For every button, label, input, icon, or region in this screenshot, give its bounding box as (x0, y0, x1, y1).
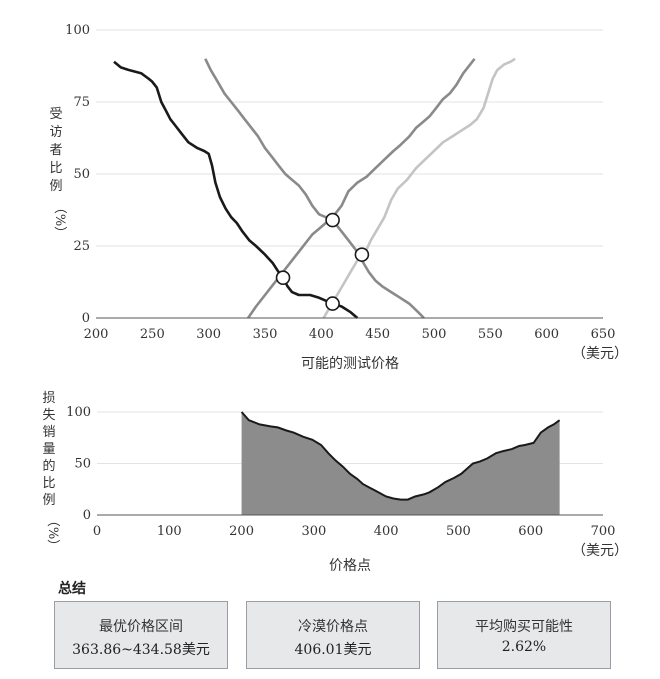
y-axis-label-unit: （%） (45, 514, 60, 552)
optimal-price-range-card: 最优价格区间 363.86~434.58美元 (54, 601, 228, 669)
x-tick-label: 500 (422, 327, 447, 342)
lost-sales-area (241, 412, 560, 515)
series-line-1 (113, 60, 359, 319)
purchase-probability-value: 2.62% (501, 639, 547, 655)
lost-sales-line (240, 411, 561, 501)
intersection-point (325, 296, 340, 311)
y-tick-label: 25 (73, 239, 90, 254)
x-tick-label: 300 (301, 524, 326, 539)
y-axis-label-char: 例 (49, 179, 62, 194)
y-axis-label-char: 比 (42, 476, 55, 491)
intersection-point (354, 247, 370, 262)
x-axis-label: 可能的测试价格 (301, 356, 399, 372)
y-axis-label-char: 访 (49, 125, 62, 140)
y-axis-label-char: 的 (42, 458, 55, 474)
x-tick-label: 550 (478, 327, 503, 342)
x-tick-label: 500 (446, 524, 471, 539)
y-axis-label-char: 量 (42, 442, 55, 457)
y-tick-label: 75 (73, 95, 90, 110)
y-tick-label: 100 (65, 23, 90, 38)
indifference-price-card: 冷漠价格点 406.01美元 (246, 601, 420, 669)
x-tick-label: 450 (365, 327, 390, 342)
indifference-price-value: 406.01美元 (294, 642, 372, 658)
x-tick-label: 0 (93, 524, 101, 539)
y-axis-label-char: 者 (49, 143, 62, 158)
y-tick-label: 50 (74, 457, 91, 472)
lost-sales-chart: 0 50 100 0 100 200 300 400 500 600 700 （美元） 价格点 损失销量的… (42, 391, 628, 574)
y-axis-label-char: 失 (42, 408, 55, 423)
x-tick-label: 250 (140, 327, 165, 342)
series-line-3 (247, 58, 476, 319)
x-axis-label: 价格点 (329, 558, 371, 574)
x-tick-label: 400 (374, 524, 399, 539)
y-axis-label-char: 比 (49, 161, 62, 176)
x-axis-unit: （美元） (572, 543, 628, 559)
purchase-probability-label: 平均购买可能性 (475, 619, 573, 635)
x-tick-label: 200 (84, 327, 109, 342)
x-tick-label: 300 (196, 327, 221, 342)
x-axis-unit: （美元） (572, 346, 628, 362)
y-axis-label-char: 例 (42, 493, 55, 508)
y-axis-label-char: 受 (49, 107, 62, 122)
series-line-4 (322, 57, 516, 319)
y-axis-label-char: 销 (42, 425, 55, 440)
y-tick-label: 0 (82, 311, 90, 326)
x-tick-label: 100 (157, 524, 182, 539)
x-tick-label: 350 (253, 327, 278, 342)
purchase-probability-card: 平均购买可能性 2.62% (437, 601, 611, 669)
summary-title: 总结 (58, 581, 86, 597)
y-tick-label: 0 (83, 508, 91, 523)
response-curves-chart: 0 25 50 75 100 200 250 300 350 400 450 500 550 600 650… (49, 23, 628, 372)
x-tick-label: 600 (534, 327, 559, 342)
optimal-price-range-label: 最优价格区间 (99, 619, 183, 635)
intersection-point (275, 270, 291, 285)
y-tick-label: 100 (66, 405, 91, 420)
y-tick-label: 50 (73, 167, 90, 182)
x-tick-label: 650 (591, 327, 616, 342)
intersection-point (325, 212, 340, 228)
x-tick-label: 200 (229, 524, 254, 539)
series-line-2 (204, 58, 425, 319)
x-tick-label: 600 (518, 524, 543, 539)
x-tick-label: 700 (591, 524, 616, 539)
optimal-price-range-value: 363.86~434.58美元 (72, 642, 210, 658)
x-tick-label: 400 (309, 327, 334, 342)
y-axis-label-char: 损 (42, 391, 55, 406)
indifference-price-label: 冷漠价格点 (298, 619, 368, 635)
y-axis-label-unit: （%） (52, 201, 67, 239)
